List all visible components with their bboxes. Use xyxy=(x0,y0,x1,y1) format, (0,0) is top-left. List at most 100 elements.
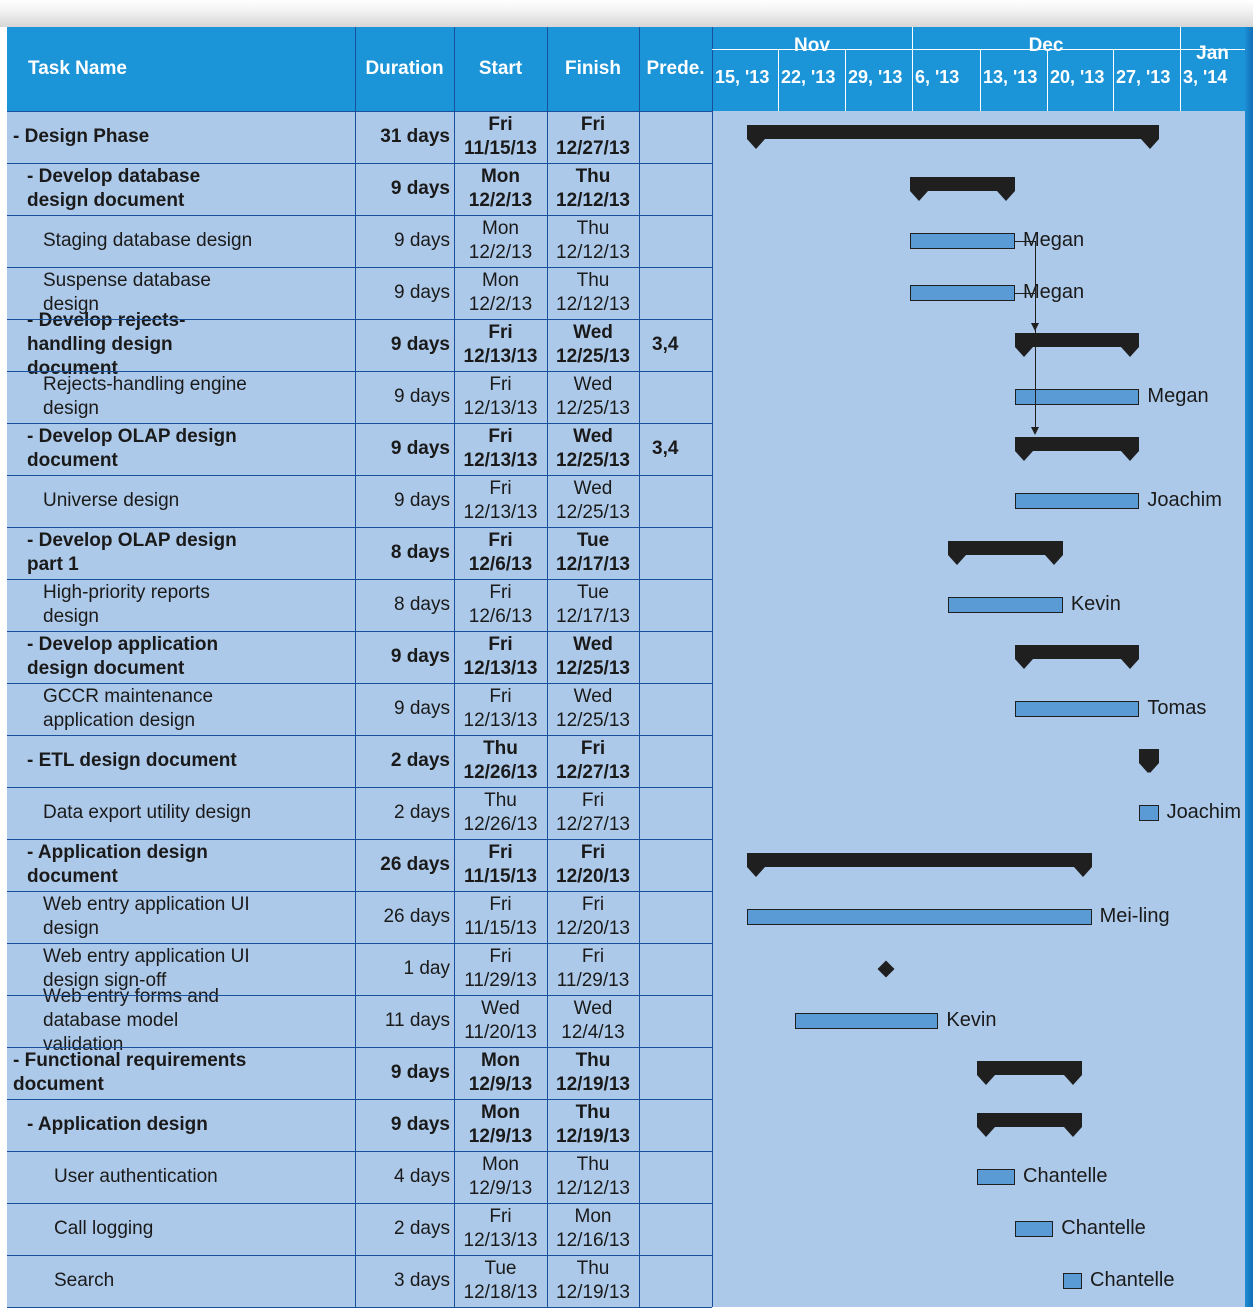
task-bar[interactable] xyxy=(747,909,1092,925)
task-duration: 8 days xyxy=(394,594,450,615)
summary-bar[interactable] xyxy=(1015,333,1140,357)
task-name: - Functional requirements document xyxy=(13,1050,247,1095)
task-row[interactable]: - Develop OLAP design document 9 days Fri 1… xyxy=(7,423,712,475)
task-row[interactable]: - Develop database design document 9 days… xyxy=(7,163,712,215)
col-start[interactable]: Start xyxy=(478,58,523,79)
row-divider xyxy=(7,891,712,892)
task-bar[interactable] xyxy=(948,597,1063,613)
task-name: GCCR maintenance application design xyxy=(43,686,214,731)
task-bar[interactable] xyxy=(1015,1221,1054,1237)
task-row[interactable]: - Develop OLAP design part 1 8 days Fri 12/… xyxy=(7,527,712,579)
task-duration: 2 days xyxy=(394,1218,450,1239)
start-day: Mon xyxy=(482,270,519,291)
summary-bar[interactable] xyxy=(948,541,1063,565)
task-start: Fri 12/13/13 xyxy=(454,371,547,423)
start-day: Fri xyxy=(488,530,513,551)
task-row[interactable]: Call logging 2 days Fri 12/13/13 Mon 12/16/13 xyxy=(7,1203,712,1255)
row-divider xyxy=(7,423,712,424)
task-bar[interactable] xyxy=(1015,493,1140,509)
milestone-marker[interactable] xyxy=(877,960,895,978)
task-duration: 9 days xyxy=(394,490,450,511)
finish-date: 12/12/13 xyxy=(556,294,630,315)
finish-date: 12/17/13 xyxy=(556,606,630,627)
summary-bar[interactable] xyxy=(1139,749,1159,773)
dependency-link xyxy=(1015,293,1035,294)
start-day: Fri xyxy=(489,582,512,603)
task-bar[interactable] xyxy=(794,1013,939,1029)
start-day: Fri xyxy=(489,894,512,915)
summary-bar[interactable] xyxy=(909,177,1016,201)
task-bar[interactable] xyxy=(909,233,1015,249)
task-bar[interactable] xyxy=(1015,701,1140,717)
task-row[interactable]: High-priority reports design 8 days Fri 12/… xyxy=(7,579,712,631)
task-row[interactable]: Web entry forms and database model valid… xyxy=(7,986,712,1055)
finish-day: Thu xyxy=(575,1050,611,1071)
row-divider xyxy=(7,579,712,580)
task-row[interactable]: - Application design 9 days Mon 12/9/13 Thu 1… xyxy=(7,1099,712,1151)
task-start: Mon 12/2/13 xyxy=(454,267,547,319)
summary-bar[interactable] xyxy=(747,125,1159,149)
task-bar[interactable] xyxy=(1062,1273,1082,1289)
col-predecessors[interactable]: Prede. xyxy=(646,58,705,79)
task-bar[interactable] xyxy=(1015,389,1140,405)
task-start: Fri 12/13/13 xyxy=(454,1203,547,1255)
col-duration[interactable]: Duration xyxy=(365,58,444,79)
top-bevel xyxy=(0,0,1253,27)
right-edge xyxy=(1245,27,1253,1307)
start-date: 11/15/13 xyxy=(464,918,537,939)
task-row[interactable]: - ETL design document 2 days Thu 12/26/13 Fr… xyxy=(7,735,712,787)
resource-label: Tomas xyxy=(1147,697,1207,719)
dependency-arrow xyxy=(1031,427,1039,435)
dependency-link xyxy=(1035,241,1036,433)
summary-bar[interactable] xyxy=(1015,645,1140,669)
task-row[interactable]: Rejects-handling engine design 9 days Fri 1… xyxy=(7,371,712,423)
task-row[interactable]: - Develop rejects-handling design docume… xyxy=(7,310,712,379)
task-row[interactable]: - Application design document 26 days Fri 1… xyxy=(7,839,712,891)
start-day: Fri xyxy=(489,374,512,395)
summary-bar[interactable] xyxy=(1015,437,1140,461)
task-start: Mon 12/9/13 xyxy=(454,1151,547,1203)
task-row[interactable]: Suspense database design 9 days Mon 12/2/13… xyxy=(7,267,712,319)
task-predecessors xyxy=(639,111,712,163)
task-row[interactable]: Data export utility design 2 days Thu 12/26… xyxy=(7,787,712,839)
task-row[interactable]: - Design Phase 31 days Fri 11/15/13 Fri 12/27… xyxy=(7,111,712,163)
task-finish: Wed 12/25/13 xyxy=(547,475,639,527)
task-row[interactable]: Search 3 days Tue 12/18/13 Thu 12/19/13 xyxy=(7,1255,712,1307)
col-finish[interactable]: Finish xyxy=(565,58,621,79)
task-bar[interactable] xyxy=(1139,805,1159,821)
task-duration: 9 days xyxy=(394,230,450,251)
task-name: Rejects-handling engine design xyxy=(43,374,247,419)
task-name: Search xyxy=(54,1270,115,1291)
month-divider xyxy=(1180,27,1181,111)
finish-day: Wed xyxy=(573,426,613,447)
col-task-name[interactable]: Task Name xyxy=(28,58,127,79)
summary-bar[interactable] xyxy=(976,1061,1083,1085)
task-row[interactable]: Staging database design 9 days Mon 12/2/13 T… xyxy=(7,215,712,267)
task-row[interactable]: - Develop application design document 9 d… xyxy=(7,631,712,683)
summary-bar[interactable] xyxy=(976,1113,1083,1137)
task-row[interactable]: Web entry application UI design 26 days Fr… xyxy=(7,891,712,943)
resource-label: Megan xyxy=(1147,385,1209,407)
task-predecessors xyxy=(639,1255,712,1307)
start-day: Fri xyxy=(488,114,513,135)
resource-label: Megan xyxy=(1023,229,1085,251)
task-predecessors xyxy=(639,579,712,631)
timescale-month: Dec xyxy=(1028,35,1064,56)
timescale-week: 6, '13 xyxy=(915,67,960,87)
finish-day: Wed xyxy=(573,998,613,1019)
task-predecessors xyxy=(639,163,712,215)
task-bar[interactable] xyxy=(976,1169,1015,1185)
task-row[interactable]: - Functional requirements document 9 days… xyxy=(7,1047,712,1099)
timescale-week: 13, '13 xyxy=(983,67,1038,87)
row-divider xyxy=(7,995,712,996)
start-date: 12/13/13 xyxy=(463,502,538,523)
row-divider xyxy=(7,371,712,372)
task-row[interactable]: Web entry application UI design sign-off… xyxy=(7,943,712,995)
summary-bar[interactable] xyxy=(747,853,1092,877)
task-row[interactable]: Universe design 9 days Fri 12/13/13 Wed 12/25… xyxy=(7,475,712,527)
task-start: Mon 12/2/13 xyxy=(454,163,547,215)
task-bar[interactable] xyxy=(909,285,1015,301)
task-row[interactable]: User authentication 4 days Mon 12/9/13 Thu 12… xyxy=(7,1151,712,1203)
task-row[interactable]: GCCR maintenance application design 9 day… xyxy=(7,683,712,735)
start-date: 12/13/13 xyxy=(463,346,538,367)
